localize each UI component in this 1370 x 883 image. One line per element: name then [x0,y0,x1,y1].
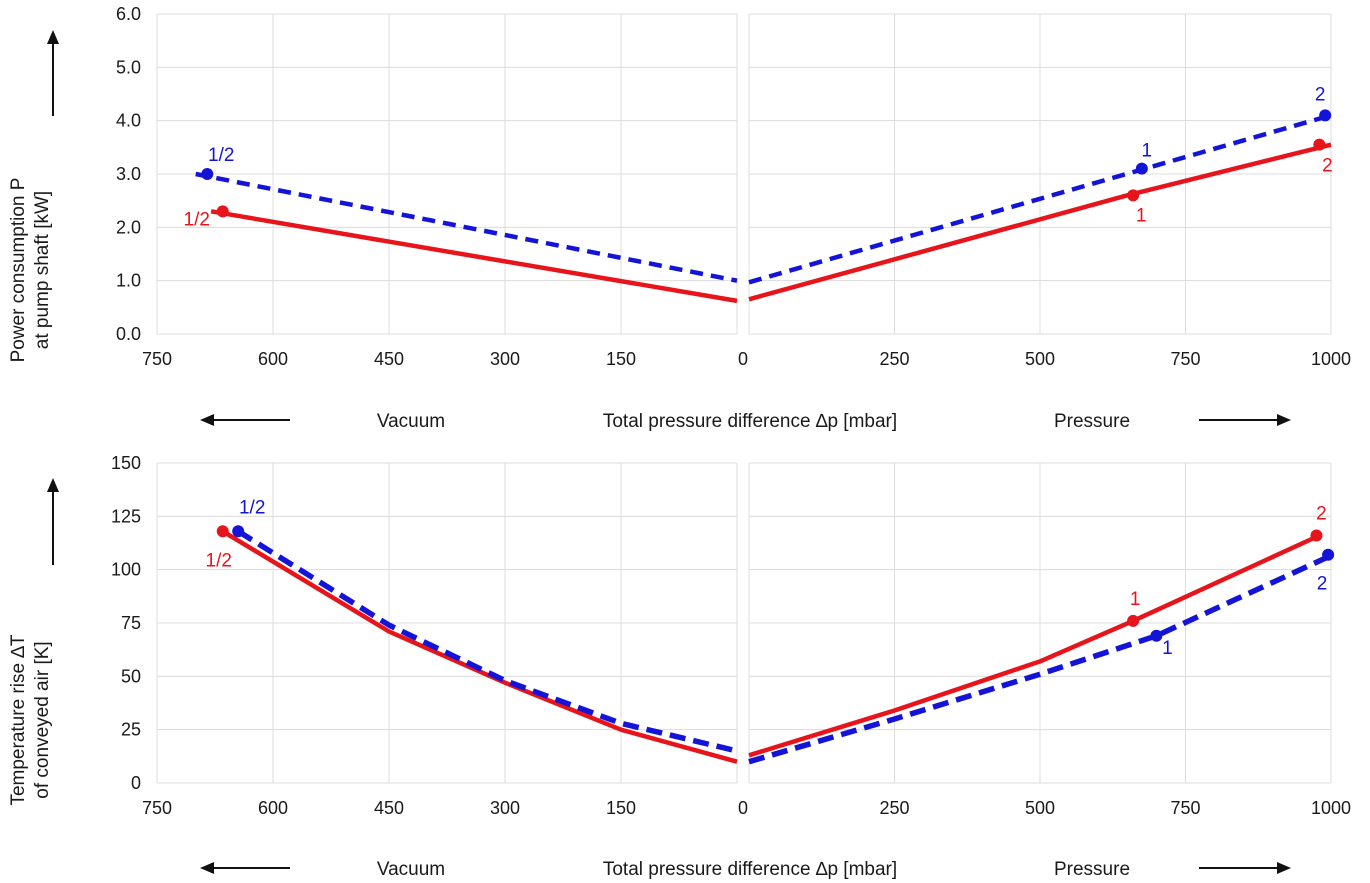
x-tick-label-vacuum: 300 [490,349,520,369]
data-point-marker [1310,529,1323,542]
pressure-region-label: Pressure [1054,859,1130,880]
series-line-1-vacuum [221,529,738,764]
x-tick-label-vacuum: 150 [606,349,636,369]
y-tick-label: 75 [121,613,141,633]
data-point-label: 1 [1136,205,1147,226]
x-tick-label-pressure: 250 [879,349,909,369]
y-tick-label: 150 [111,453,141,473]
x-tick-label-vacuum: 450 [374,349,404,369]
y-tick-label: 1.0 [116,271,141,291]
x-tick-label-vacuum: 750 [142,349,172,369]
x-tick-label-pressure: 250 [879,798,909,818]
series-line-1-pressure [748,533,1321,758]
data-point-marker [1313,138,1326,151]
y-tick-label: 0 [131,773,141,793]
x-tick-label-pressure: 750 [1170,349,1200,369]
x-tick-label-vacuum: 600 [258,349,288,369]
x-tick-label-vacuum: 0 [738,349,748,369]
data-point-label: 2 [1317,574,1328,595]
data-point-label: 2 [1316,504,1327,525]
data-point-marker [1127,614,1140,627]
data-point-label: 1/2 [184,209,210,230]
data-point-label: 1/2 [239,497,265,518]
data-point-label: 2 [1315,84,1326,105]
arrow-left-icon [200,414,214,426]
arrow-up-icon [47,30,59,44]
vacuum-region-label: Vacuum [377,859,445,880]
x-tick-label-vacuum: 450 [374,798,404,818]
x-tick-label-vacuum: 150 [606,798,636,818]
data-point-label: 1 [1130,589,1141,610]
data-point-marker [1322,548,1335,561]
chart-temperature-rise: 0 25 50 75 100 125 150 750 600 450 300 150 0 250 500 75… [8,453,1351,880]
y-tick-label: 2.0 [116,217,141,237]
y-tick-label: 100 [111,560,141,580]
arrow-right-icon [1277,414,1291,426]
data-point-label: 1/2 [208,145,234,166]
data-point-marker [1319,109,1332,122]
x-axis-title: Total pressure difference ∆p [mbar] [603,411,897,432]
data-point-marker [1150,629,1163,642]
data-point-marker [1135,162,1148,175]
x-tick-label-pressure: 750 [1170,798,1200,818]
data-point-marker [1127,189,1140,202]
x-tick-label-pressure: 500 [1025,798,1055,818]
y-tick-label: 125 [111,506,141,526]
y-tick-label: 6.0 [116,4,141,24]
data-point-label: 1/2 [206,550,232,571]
x-tick-label-vacuum: 0 [738,798,748,818]
x-axis-title: Total pressure difference ∆p [mbar] [603,859,897,880]
series-line-2-vacuum [195,171,738,283]
y-tick-label: 0.0 [116,324,141,344]
data-point-marker [232,525,245,538]
y-tick-label: 3.0 [116,164,141,184]
data-point-marker [216,205,229,218]
x-tick-label-vacuum: 750 [142,798,172,818]
series-line-1-vacuum [210,209,738,304]
y-tick-label: 50 [121,666,141,686]
series-line-2-vacuum [236,528,738,754]
x-tick-label-pressure: 500 [1025,349,1055,369]
y-tick-label: 4.0 [116,111,141,131]
data-point-marker [201,168,214,180]
pressure-region-label: Pressure [1054,411,1130,432]
y-axis-title-line: of conveyed air [K] [32,641,53,798]
series-line-2-pressure [748,554,1330,765]
y-tick-label: 5.0 [116,57,141,77]
data-point-label: 1 [1162,638,1173,659]
x-tick-label-vacuum: 300 [490,798,520,818]
y-axis-title-line: Temperature rise ∆T [8,634,29,805]
arrow-up-icon [47,478,59,492]
x-tick-label-vacuum: 600 [258,798,288,818]
y-axis-title-line: Power consumption P [8,178,29,363]
data-point-label: 1 [1142,141,1153,162]
vacuum-region-label: Vacuum [377,411,445,432]
x-tick-label-pressure: 1000 [1311,349,1351,369]
data-point-label: 2 [1322,156,1333,177]
y-tick-label: 25 [121,720,141,740]
x-tick-label-pressure: 1000 [1311,798,1351,818]
arrow-left-icon [200,862,214,874]
y-axis-title-line: at pump shaft [kW] [32,191,53,349]
data-point-marker [216,525,229,538]
arrow-right-icon [1277,862,1291,874]
